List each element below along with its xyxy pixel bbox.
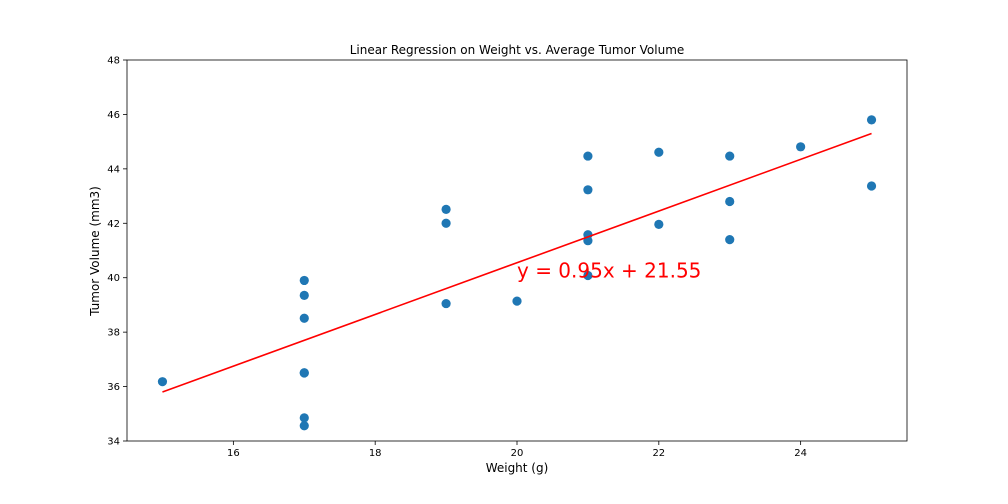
y-tick-label: 42 bbox=[107, 219, 120, 230]
data-point bbox=[299, 290, 309, 301]
x-tick-label: 16 bbox=[227, 448, 240, 459]
y-tick-label: 40 bbox=[107, 273, 120, 284]
data-point bbox=[512, 296, 522, 306]
data-point bbox=[299, 275, 309, 286]
regression-line bbox=[162, 132, 872, 393]
y-tick-label: 44 bbox=[107, 164, 120, 175]
data-point bbox=[157, 377, 168, 387]
data-point bbox=[866, 181, 877, 191]
y-tick-label: 36 bbox=[107, 382, 120, 393]
regression-equation: y = 0.95x + 21.55 bbox=[517, 259, 701, 283]
data-point bbox=[299, 421, 309, 431]
y-tick-label: 38 bbox=[107, 328, 120, 339]
data-point bbox=[583, 185, 593, 195]
y-tick-label: 46 bbox=[107, 110, 120, 121]
data-point bbox=[796, 142, 806, 152]
x-tick-label: 24 bbox=[794, 448, 807, 459]
y-tick-label: 34 bbox=[107, 437, 120, 448]
data-point bbox=[441, 298, 451, 309]
y-axis-title: Tumor Volume (mm3) bbox=[88, 186, 102, 317]
data-point bbox=[654, 219, 664, 229]
x-axis-title: Weight (g) bbox=[486, 461, 549, 475]
data-point bbox=[725, 235, 735, 245]
data-point bbox=[299, 313, 309, 323]
data-point bbox=[441, 204, 451, 215]
chart-title: Linear Regression on Weight vs. Average … bbox=[350, 43, 685, 57]
x-tick-label: 22 bbox=[652, 448, 665, 459]
data-point bbox=[725, 196, 735, 207]
x-tick-label: 18 bbox=[369, 448, 382, 459]
data-point bbox=[725, 151, 735, 161]
data-point bbox=[583, 270, 593, 281]
data-point bbox=[866, 115, 877, 125]
y-tick-label: 48 bbox=[107, 56, 120, 67]
data-point bbox=[654, 147, 664, 157]
data-point bbox=[583, 151, 593, 161]
data-point bbox=[299, 368, 309, 378]
plot-frame bbox=[126, 59, 908, 442]
data-point bbox=[299, 413, 309, 423]
plot-area: 16 18 20 22 24 34 36 38 40 42 44 46 48 y = 0.95x + 21… bbox=[107, 56, 908, 459]
x-tick-label: 20 bbox=[511, 448, 524, 459]
data-point bbox=[441, 218, 451, 228]
